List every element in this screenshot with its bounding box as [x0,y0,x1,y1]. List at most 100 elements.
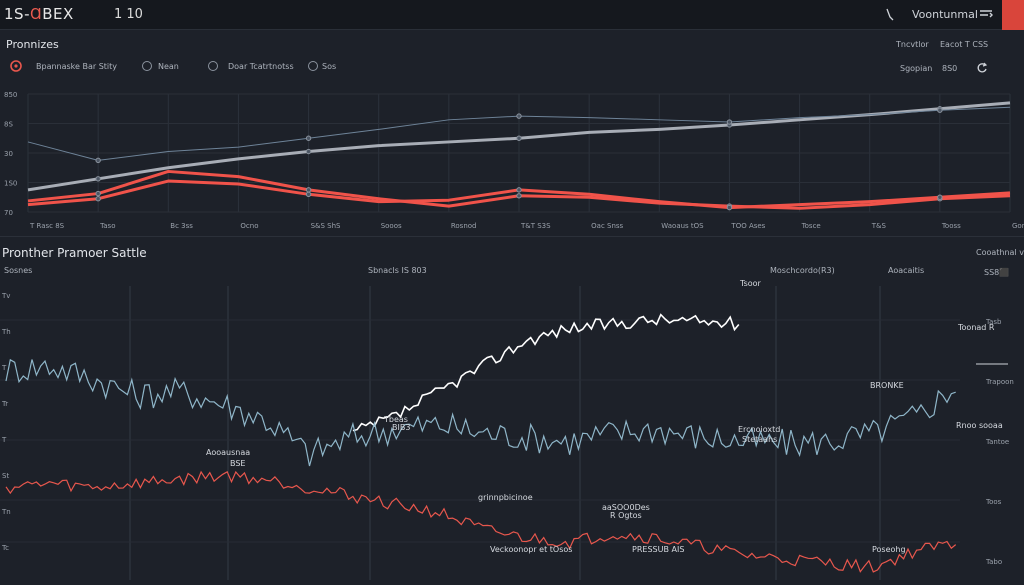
app-header: 1S-ⱭBEX 1 10 Voontunmal [0,0,1024,30]
top-right-sub-1: Sgopian [900,64,933,73]
top-x-tick: Waoaus tOS [661,222,704,230]
bottom-panel-subtitle: Sosnes [4,266,33,275]
top-x-tick: S&S ShS [311,222,341,230]
bottom-y-tick: St [2,472,9,480]
legend-item-3[interactable]: Doar Tcatrtnotss [228,62,294,71]
top-x-tick: Sooos [381,222,402,230]
bottom-header-4: SS8⬛ [984,268,1010,277]
legend-dot-2 [142,61,152,71]
top-x-tick: Rosnod [451,222,477,230]
top-data-point [305,187,312,193]
top-x-tick: T&S [871,222,887,230]
user-name[interactable]: Voontunmal [912,8,978,21]
top-right-label-2: Eacot T CSS [940,40,989,49]
top-y-tick: 1S0 [4,180,17,188]
top-y-tick: 850 [4,91,17,99]
bottom-y-tick: Tc [1,544,9,552]
top-data-point [516,187,522,193]
top-data-point [516,113,522,119]
bottom-header-2: Moschcordo(R3) [770,266,835,275]
bottom-y-tick: Tn [1,508,11,516]
top-x-tick: Gonwad [1012,222,1024,230]
bottom-y-tick: T [1,364,7,372]
chart-annotation: Stetaahs [742,435,777,444]
top-data-point [95,176,101,182]
chart-annotation: Tbeas [383,415,408,424]
top-data-point [726,204,733,211]
navigation-icon[interactable] [978,7,994,23]
legend-dot-3 [208,61,218,71]
bottom-right-title: Cooathnal vd [976,248,1024,257]
chart-annotation: Toonad R [957,323,995,332]
top-x-tick: Oac Snss [591,222,623,230]
top-x-tick: Tosce [801,222,821,230]
bottom-right-tick: Toos [985,498,1002,506]
bottom-y-tick: Tr [1,400,8,408]
legend-item-4[interactable]: Sos [322,62,337,71]
top-data-point [305,135,312,141]
top-data-point [95,196,101,202]
top-data-point [305,148,312,155]
logo-mark: Ɑ [29,5,43,23]
bottom-y-tick: Th [1,328,11,336]
bottom-series-line [352,313,740,432]
bottom-series-line [5,470,957,573]
top-data-point [516,135,522,141]
top-y-tick: 8S [4,121,13,129]
chart-annotation: aaSOO0Des [602,503,650,512]
chart-annotation: BIB3 [392,423,410,432]
panel-divider [0,236,1024,237]
bottom-header-1: Sbnacls IS 803 [368,266,427,275]
top-data-point [516,193,522,199]
top-line-chart: 850 8S 30 1S0 70 T Rasc 8S Taso Bc 3ss Ocno S&S S… [4,91,1024,230]
refresh-icon[interactable] [976,62,988,74]
bottom-series-line [5,358,956,467]
bottom-y-tick: Tv [1,292,10,300]
top-data-point [305,191,312,198]
top-x-tick: T Rasc 8S [29,222,65,230]
top-data-point [95,190,101,197]
top-x-tick: T&T S3S [520,222,551,230]
chart-annotation: BRONKE [870,381,904,390]
top-y-tick: 30 [4,150,13,158]
top-x-tick: TOO Ases [730,222,765,230]
top-x-tick: Bc 3ss [170,222,193,230]
legend-item-2[interactable]: Nean [158,62,179,71]
bottom-y-tick: T [1,436,7,444]
chart-annotation: Tsoor [739,279,762,288]
bottom-right-tick: Tabo [985,558,1002,566]
top-x-tick: Tooss [941,222,961,230]
top-data-point [95,157,101,164]
top-x-tick: Ocno [240,222,258,230]
bottom-panel-title: Pronther Pramoer Sattle [2,246,147,260]
chart-annotation: grinnpbicinoe [478,493,533,502]
top-y-tick: 70 [4,209,13,217]
close-button[interactable] [1002,0,1024,30]
chart-annotation: Rnoo sooaa [956,421,1003,430]
top-panel-title: Pronnizes [6,38,59,51]
bottom-right-tick: Tantoe [985,438,1009,446]
top-right-label-1: Tncvtlor [896,40,929,49]
chart-annotation: Aooausnaa [206,448,250,457]
logo-suffix: BEX [42,5,74,23]
chart-annotation: Veckoonopr et tOsos [490,545,572,554]
logo-prefix: 1S- [4,5,30,23]
pin-icon[interactable] [884,8,896,22]
chart-annotation: R Ogtos [610,511,642,520]
legend-icon-alert [10,60,22,72]
top-data-point [937,107,943,113]
chart-annotation: Poseohg [872,545,906,554]
legend-item-1[interactable]: Bpannaske Bar Stity [36,62,118,71]
chart-annotation: Ercnoioxtd [738,425,780,434]
top-data-point [726,119,733,125]
bottom-header-3: Aoacaitis [888,266,925,275]
bottom-right-tick: Tasb [985,318,1002,326]
top-data-point [937,194,943,200]
top-x-tick: Taso [99,222,115,230]
legend-dot-4 [308,61,318,71]
bottom-right-tick: Trapoon [985,378,1014,386]
app-logo[interactable]: 1S-ⱭBEX [4,5,74,23]
chart-annotation: BSE [230,459,245,468]
top-right-sub-2: 8S0 [942,64,958,73]
